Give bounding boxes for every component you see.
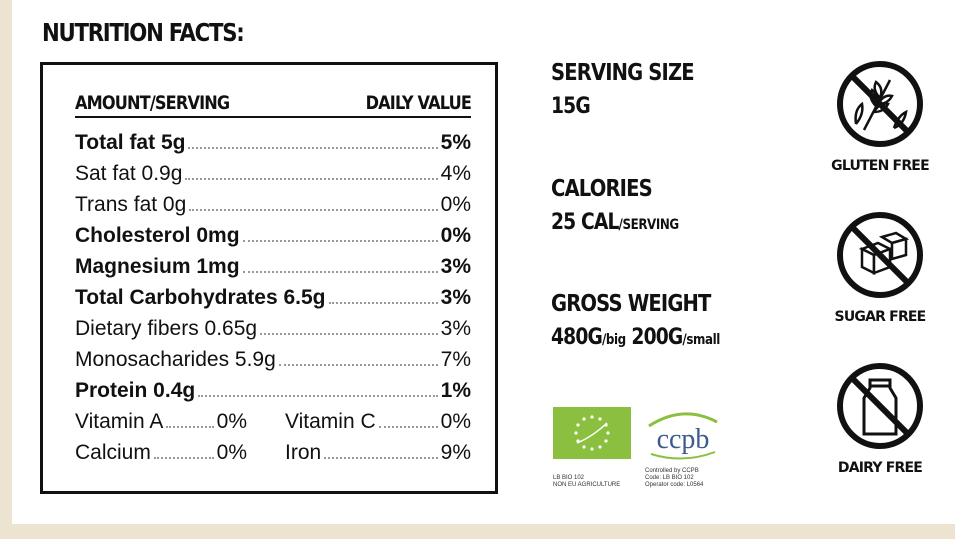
dairy-free-badge: DAIRY FREE	[820, 360, 940, 476]
serving-size-value: 15G	[551, 94, 591, 119]
header-amount-serving: AMOUNT/SERVING	[75, 92, 230, 114]
sugar-free-badge: SUGAR FREE	[820, 209, 940, 325]
iron: Iron 9%	[285, 441, 471, 465]
dot-leader	[328, 302, 438, 304]
ccpb-text: Controlled by CCPB Code: LB BIO 102 Oper…	[645, 468, 735, 489]
page-title: NUTRITION FACTS:	[42, 18, 245, 47]
mineral-row: Calcium 0% Iron 9%	[75, 441, 471, 472]
vitamin-a: Vitamin A 0%	[75, 410, 247, 434]
nutrient-label: Cholesterol 0mg	[75, 224, 240, 247]
dot-leader	[185, 178, 438, 180]
nutrient-label: Trans fat 0g	[75, 193, 187, 216]
nutrient-value: 0%	[440, 224, 471, 247]
dot-leader	[242, 240, 438, 242]
dot-leader	[166, 426, 214, 428]
nutrient-rows: Total fat 5g 5% Sat fat 0.9g 4% Trans fat …	[75, 131, 471, 472]
nutrient-label: Magnesium 1mg	[75, 255, 240, 278]
mineral-label: Calcium	[75, 441, 151, 464]
nutrient-value: 5%	[440, 131, 471, 154]
ccpb-wordmark: ccpb	[657, 424, 710, 455]
dot-leader	[324, 457, 438, 459]
dot-leader	[153, 457, 214, 459]
dot-leader	[198, 395, 438, 397]
nutrient-row: Trans fat 0g 0%	[75, 193, 471, 224]
serving-size-block: SERVING SIZE 15G	[551, 60, 719, 119]
eu-organic-text: LB BIO 102 NON EU AGRICULTURE	[553, 475, 643, 489]
dot-leader	[278, 364, 438, 366]
nutrient-row: Monosacharides 5.9g 7%	[75, 348, 471, 379]
serving-size-label: SERVING SIZE	[551, 60, 695, 86]
nutrient-value: 3%	[440, 286, 471, 309]
calories-unit: /SERVING	[618, 217, 680, 233]
nutrient-row: Total fat 5g 5%	[75, 131, 471, 162]
mineral-value: 0%	[216, 441, 247, 464]
nutrition-card	[12, 0, 955, 524]
no-sugar-icon	[837, 212, 923, 298]
nutrient-row: Magnesium 1mg 3%	[75, 255, 471, 286]
vitamin-label: Vitamin C	[285, 410, 376, 433]
nutrient-row: Cholesterol 0mg 0%	[75, 224, 471, 255]
calories-amount: 25 CAL	[551, 210, 619, 235]
nutrient-row: Dietary fibers 0.65g 3%	[75, 317, 471, 348]
ccpb-operator: Operator code: L0564	[645, 482, 704, 488]
calcium: Calcium 0%	[75, 441, 247, 465]
eu-code: LB BIO 102	[553, 475, 585, 481]
ccpb-logo: ccpb	[643, 404, 723, 464]
gross-weight-label: GROSS WEIGHT	[551, 291, 711, 317]
dot-leader	[242, 271, 438, 273]
nutrient-row: Sat fat 0.9g 4%	[75, 162, 471, 193]
table-header: AMOUNT/SERVING DAILY VALUE	[75, 92, 472, 118]
eu-organic-logo	[553, 407, 631, 459]
gross-small: 200G	[631, 325, 683, 350]
gross-big: 480G	[551, 325, 603, 350]
gluten-free-label: GLUTEN FREE	[831, 158, 929, 174]
gross-small-unit: /small	[682, 332, 720, 348]
eu-origin: NON EU AGRICULTURE	[553, 482, 621, 488]
nutrition-table: AMOUNT/SERVING DAILY VALUE Total fat 5g 5…	[40, 62, 498, 494]
nutrient-label: Dietary fibers 0.65g	[75, 317, 258, 340]
vitamin-label: Vitamin A	[75, 410, 164, 433]
nutrient-label: Monosacharides 5.9g	[75, 348, 276, 371]
nutrient-label: Protein 0.4g	[75, 379, 196, 402]
gross-weight-block: GROSS WEIGHT 480G/big 200G/small	[551, 291, 750, 350]
gross-weight-value: 480G/big 200G/small	[551, 325, 720, 350]
header-daily-value: DAILY VALUE	[365, 92, 472, 114]
no-wheat-icon	[837, 61, 923, 147]
dairy-free-label: DAIRY FREE	[837, 460, 923, 476]
gross-big-unit: /big	[601, 332, 626, 348]
mineral-label: Iron	[285, 441, 322, 464]
calories-value: 25 CAL/SERVING	[551, 210, 679, 235]
vitamin-value: 0%	[216, 410, 247, 433]
no-milk-icon	[837, 363, 923, 449]
calories-label: CALORIES	[551, 176, 653, 202]
nutrient-label: Total Carbohydrates 6.5g	[75, 286, 326, 309]
vitamin-value: 0%	[440, 410, 471, 433]
ccpb-code: Code: LB BIO 102	[645, 475, 694, 481]
gluten-free-badge: GLUTEN FREE	[820, 58, 940, 174]
nutrient-value: 3%	[440, 255, 471, 278]
nutrient-value: 3%	[440, 317, 471, 340]
nutrient-label: Sat fat 0.9g	[75, 162, 183, 185]
mineral-value: 9%	[440, 441, 471, 464]
dot-leader	[378, 426, 438, 428]
vitamin-row: Vitamin A 0% Vitamin C 0%	[75, 410, 471, 441]
ccpb-controlled: Controlled by CCPB	[645, 468, 699, 474]
nutrient-value: 4%	[440, 162, 471, 185]
dot-leader	[260, 333, 438, 335]
nutrient-row: Total Carbohydrates 6.5g 3%	[75, 286, 471, 317]
dot-leader	[189, 209, 438, 211]
nutrient-label: Total fat 5g	[75, 131, 186, 154]
nutrient-value: 0%	[440, 193, 471, 216]
dot-leader	[188, 147, 438, 149]
calories-block: CALORIES 25 CAL/SERVING	[551, 176, 701, 235]
vitamin-c: Vitamin C 0%	[285, 410, 471, 434]
sugar-free-label: SUGAR FREE	[834, 309, 927, 325]
nutrient-row: Protein 0.4g 1%	[75, 379, 471, 410]
nutrient-value: 1%	[440, 379, 471, 402]
nutrient-value: 7%	[440, 348, 471, 371]
